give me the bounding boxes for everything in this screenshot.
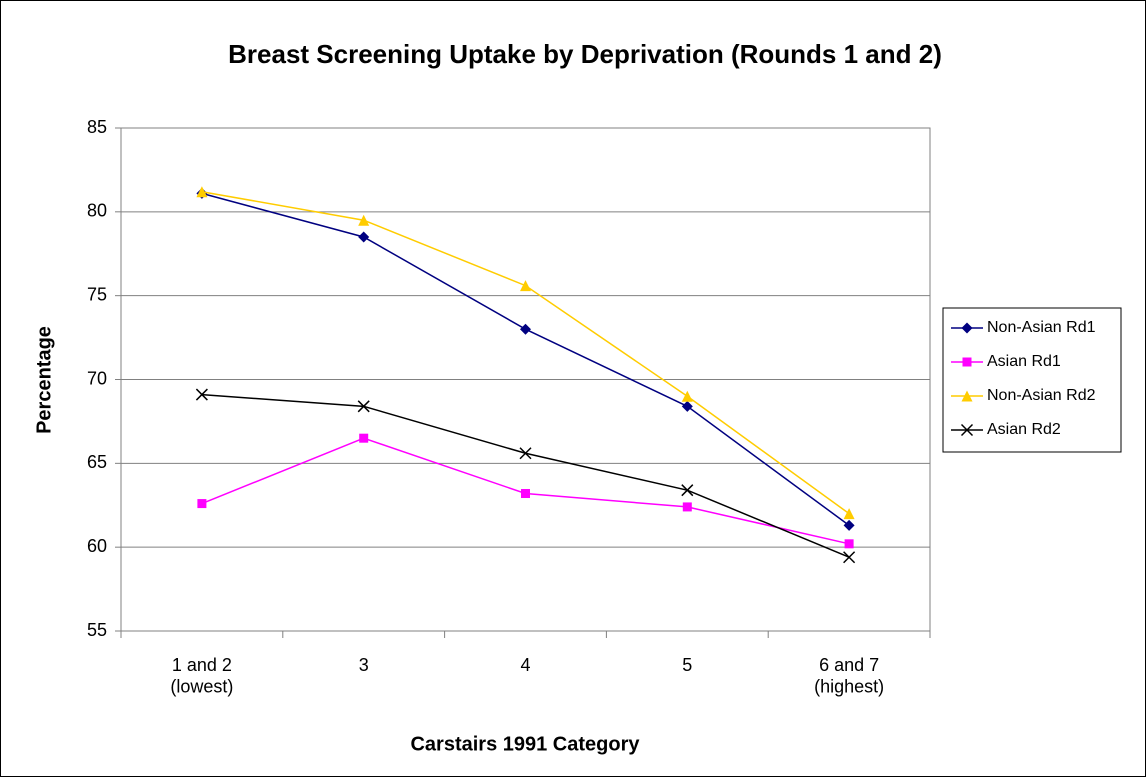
marker	[358, 231, 370, 243]
legend-label: Non-Asian Rd1	[987, 319, 1096, 336]
x-tick-label: 1 and 2 (lowest)	[170, 655, 233, 697]
marker	[358, 214, 370, 226]
marker	[520, 280, 531, 292]
legend-label: Asian Rd1	[987, 353, 1061, 370]
marker	[681, 390, 693, 402]
marker	[681, 400, 693, 412]
chart-title: Breast Screening Uptake by Deprivation (…	[228, 39, 942, 69]
marker	[843, 508, 855, 520]
marker	[844, 539, 854, 549]
x-tick-label: 4	[520, 655, 530, 675]
marker	[195, 388, 208, 401]
legend-marker	[961, 390, 973, 402]
y-tick-label: 85	[87, 117, 107, 137]
marker	[359, 433, 369, 443]
marker	[519, 447, 532, 460]
marker	[196, 186, 208, 198]
legend-box	[942, 307, 1122, 453]
legend-marker	[961, 322, 973, 334]
y-tick-label: 65	[87, 452, 107, 472]
marker	[520, 323, 531, 335]
x-axis-title: Carstairs 1991 Category	[410, 733, 640, 755]
marker	[843, 519, 855, 531]
marker	[843, 551, 856, 564]
marker	[521, 489, 530, 499]
legend-label: Non-Asian Rd2	[987, 387, 1096, 404]
legend-label: Asian Rd2	[987, 421, 1061, 438]
marker	[357, 400, 370, 413]
marker	[681, 484, 694, 497]
y-tick-label: 70	[87, 368, 107, 388]
marker	[682, 502, 692, 512]
legend-marker	[960, 423, 974, 437]
y-tick-label: 60	[87, 536, 107, 556]
legend-marker	[962, 357, 972, 367]
x-tick-label: 5	[682, 655, 692, 675]
y-tick-label: 55	[87, 620, 107, 640]
x-tick-label: 6 and 7 (highest)	[814, 655, 884, 697]
marker	[197, 499, 207, 509]
y-tick-label: 80	[87, 201, 107, 221]
y-axis-title: Percentage	[33, 326, 55, 434]
x-tick-label: 3	[359, 655, 369, 675]
y-tick-label: 75	[87, 284, 107, 304]
